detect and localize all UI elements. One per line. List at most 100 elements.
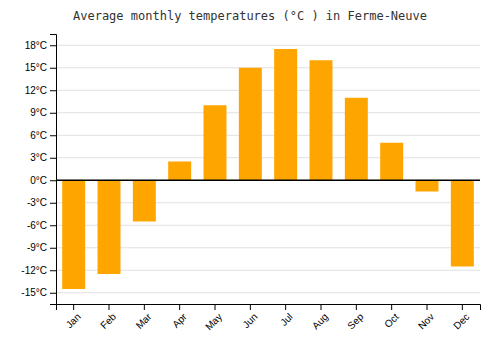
y-tick-label: 18°C <box>25 40 47 51</box>
x-tick-label: Aug <box>310 311 330 331</box>
x-tick: Oct <box>382 304 401 330</box>
chart-container: Average monthly temperatures (°C ) in Fe… <box>0 0 500 350</box>
y-tick-mark <box>50 135 56 136</box>
y-tick: 18°C <box>25 40 56 51</box>
y-tick-mark <box>50 180 56 181</box>
y-tick-label: -3°C <box>27 197 47 208</box>
y-tick-label: 12°C <box>25 85 47 96</box>
x-tick-label: Nov <box>416 311 436 331</box>
y-tick-mark <box>50 225 56 226</box>
y-tick: -3°C <box>27 197 56 208</box>
bar <box>451 180 474 266</box>
x-tick-label: Jul <box>278 311 295 328</box>
x-tick: Sep <box>345 304 366 331</box>
x-tick-mark <box>179 304 180 310</box>
bar <box>416 180 439 191</box>
x-tick-mark <box>73 304 74 310</box>
bar <box>239 68 262 181</box>
x-tick: May <box>203 304 224 332</box>
x-tick-mark <box>356 304 357 310</box>
y-tick-mark <box>50 158 56 159</box>
bar <box>168 162 191 181</box>
bar <box>133 180 156 221</box>
y-tick-mark <box>50 270 56 271</box>
x-tick-label: Oct <box>382 311 401 330</box>
y-tick: 15°C <box>25 62 56 73</box>
x-tick-mark <box>285 304 286 310</box>
y-tick-label: 15°C <box>25 62 47 73</box>
x-tick-mark <box>427 304 428 310</box>
bar <box>274 49 297 180</box>
x-tick-mark <box>109 304 110 310</box>
y-tick-mark <box>50 113 56 114</box>
y-tick-label: 3°C <box>30 152 47 163</box>
y-tick-label: 6°C <box>30 130 47 141</box>
x-tick: Mar <box>134 304 154 331</box>
x-tick-label: Dec <box>451 311 471 331</box>
x-tick-mark <box>250 304 251 310</box>
y-tick-mark <box>50 203 56 204</box>
y-tick-label: 9°C <box>30 107 47 118</box>
x-tick-mark <box>391 304 392 310</box>
y-tick: -12°C <box>21 265 56 276</box>
y-tick: 3°C <box>30 152 56 163</box>
bars <box>56 49 480 289</box>
y-tick: -9°C <box>27 242 56 253</box>
zero-line <box>56 180 480 182</box>
x-tick: Aug <box>310 304 330 331</box>
y-tick-mark <box>50 45 56 46</box>
y-tick: 9°C <box>30 107 56 118</box>
grid-line <box>56 67 480 68</box>
y-tick-label: -12°C <box>21 265 47 276</box>
y-tick: 6°C <box>30 130 56 141</box>
x-tick: Nov <box>416 304 436 331</box>
x-tick-mark <box>144 304 145 310</box>
y-tick-mark <box>50 68 56 69</box>
bar <box>62 180 85 289</box>
y-tick-mark <box>50 293 56 294</box>
grid <box>56 45 480 293</box>
x-tick-label: Jan <box>64 311 83 330</box>
x-tick-mark <box>321 304 322 310</box>
chart-svg: Average monthly temperatures (°C ) in Fe… <box>0 0 500 350</box>
plot: 18°C 15°C 12°C 9°C 6°C 3°C 0°C -3°C -6°C -9°C -12°… <box>21 35 480 333</box>
y-tick: 0°C <box>30 175 56 186</box>
x-tick-label: May <box>203 311 224 332</box>
x-tick: Feb <box>98 304 118 331</box>
x-tick-label: Jun <box>240 311 259 330</box>
x-tick-label: Mar <box>134 311 154 331</box>
x-tick: Jun <box>240 304 259 330</box>
grid-line <box>56 90 480 91</box>
y-tick: -6°C <box>27 220 56 231</box>
y-axis-line <box>50 35 57 305</box>
x-tick: Jul <box>278 304 295 328</box>
grid-line <box>56 112 480 113</box>
bar <box>204 105 227 180</box>
x-tick: Jan <box>64 304 83 330</box>
y-tick-mark <box>50 248 56 249</box>
x-tick: Apr <box>170 304 189 330</box>
y-tick: 12°C <box>25 85 56 96</box>
grid-line <box>56 292 480 293</box>
x-tick: Dec <box>451 304 471 331</box>
x-tick-mark <box>462 304 463 310</box>
y-tick: -15°C <box>21 287 56 298</box>
bar <box>98 180 121 274</box>
grid-line <box>56 45 480 46</box>
x-tick-mark <box>215 304 216 310</box>
x-axis: Jan Feb Mar Apr May Jun Jul Aug Sep Oct Nov Dec <box>57 304 481 332</box>
x-tick-label: Apr <box>170 311 189 330</box>
x-tick-label: Sep <box>345 311 366 332</box>
bar <box>310 60 333 180</box>
title: Average monthly temperatures (°C ) in Fe… <box>73 9 427 23</box>
y-axis: 18°C 15°C 12°C 9°C 6°C 3°C 0°C -3°C -6°C -9°C -12°… <box>21 35 56 305</box>
bar <box>345 98 368 181</box>
x-axis-line <box>57 305 481 311</box>
grid-line <box>56 135 480 136</box>
grid-line <box>56 157 480 158</box>
y-tick-label: -9°C <box>27 242 47 253</box>
y-tick-label: -6°C <box>27 220 47 231</box>
y-tick-label: -15°C <box>21 287 47 298</box>
bar <box>380 143 403 181</box>
x-tick-label: Feb <box>98 311 118 331</box>
